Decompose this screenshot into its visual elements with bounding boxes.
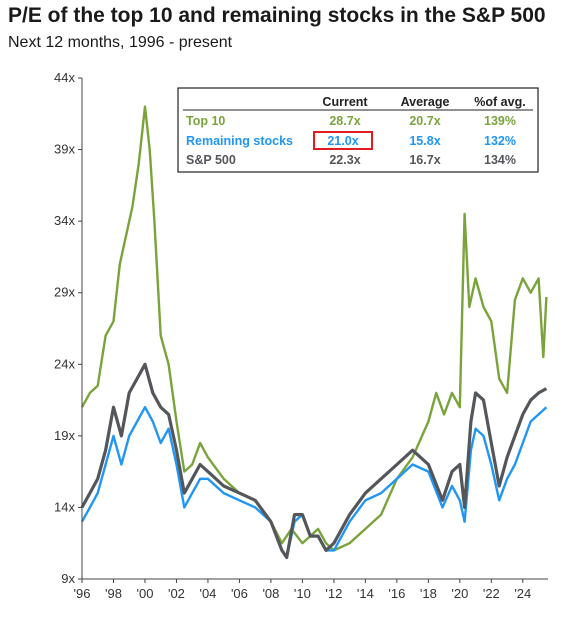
chart-title: P/E of the top 10 and remaining stocks i…: [8, 4, 546, 27]
x-tick-label: '16: [388, 586, 405, 601]
x-tick-label: '00: [136, 586, 153, 601]
series-layer: [80, 105, 548, 560]
y-tick-label: 19x: [54, 428, 75, 443]
x-tick-label: '98: [105, 586, 122, 601]
axes-layer: 9x 14x 19x 24x 29x 34x 39x 44x '96 '98 '00 '02 '04 '0…: [54, 70, 548, 601]
x-tick-label: '08: [262, 586, 279, 601]
x-tick-label: '06: [231, 586, 248, 601]
x-tick-label: '04: [199, 586, 216, 601]
x-tick-label: '02: [168, 586, 185, 601]
y-tick-label: 14x: [54, 499, 75, 514]
series-line-top-10: [80, 105, 548, 552]
summary-table: Current Average %of avg. Top 10 28.7x 20…: [177, 87, 539, 173]
x-tick-label: '12: [325, 586, 342, 601]
y-tick-label: 24x: [54, 356, 75, 371]
x-tick-label: '20: [451, 586, 468, 601]
x-tick-label: '24: [514, 586, 531, 601]
x-tick-label: '18: [420, 586, 437, 601]
x-tick-label: '96: [74, 586, 91, 601]
summary-table-box: [177, 87, 539, 173]
table-row-sp500-current: 22.3x: [329, 153, 360, 167]
table-row-top10-pct: 139%: [484, 114, 516, 128]
y-tick-label: 39x: [54, 142, 75, 157]
chart-subtitle: Next 12 months, 1996 - present: [8, 34, 233, 51]
table-row-remaining-current: 21.0x: [327, 134, 358, 148]
table-header-current: Current: [322, 95, 368, 109]
table-row-remaining-pct: 132%: [484, 134, 516, 148]
table-header-pct: %of avg.: [474, 95, 525, 109]
y-tick-label: 34x: [54, 213, 75, 228]
y-tick-label: 9x: [61, 571, 75, 586]
table-row-top10-current: 28.7x: [329, 114, 360, 128]
table-row-sp500-pct: 134%: [484, 153, 516, 167]
table-row-remaining-label: Remaining stocks: [186, 134, 293, 148]
x-tick-label: '10: [294, 586, 311, 601]
table-row-top10-label: Top 10: [186, 114, 225, 128]
table-row-sp500-label: S&P 500: [186, 153, 236, 167]
current-value-highlight-box: [313, 131, 373, 150]
y-tick-label: 44x: [54, 70, 75, 85]
series-line-s-p-500: [80, 362, 548, 560]
table-header-average: Average: [401, 95, 450, 109]
y-tick-label: 29x: [54, 285, 75, 300]
table-row-top10-average: 20.7x: [409, 114, 440, 128]
x-tick-label: '14: [357, 586, 374, 601]
table-row-sp500-average: 16.7x: [409, 153, 440, 167]
table-row-remaining-average: 15.8x: [409, 134, 440, 148]
x-tick-label: '22: [483, 586, 500, 601]
